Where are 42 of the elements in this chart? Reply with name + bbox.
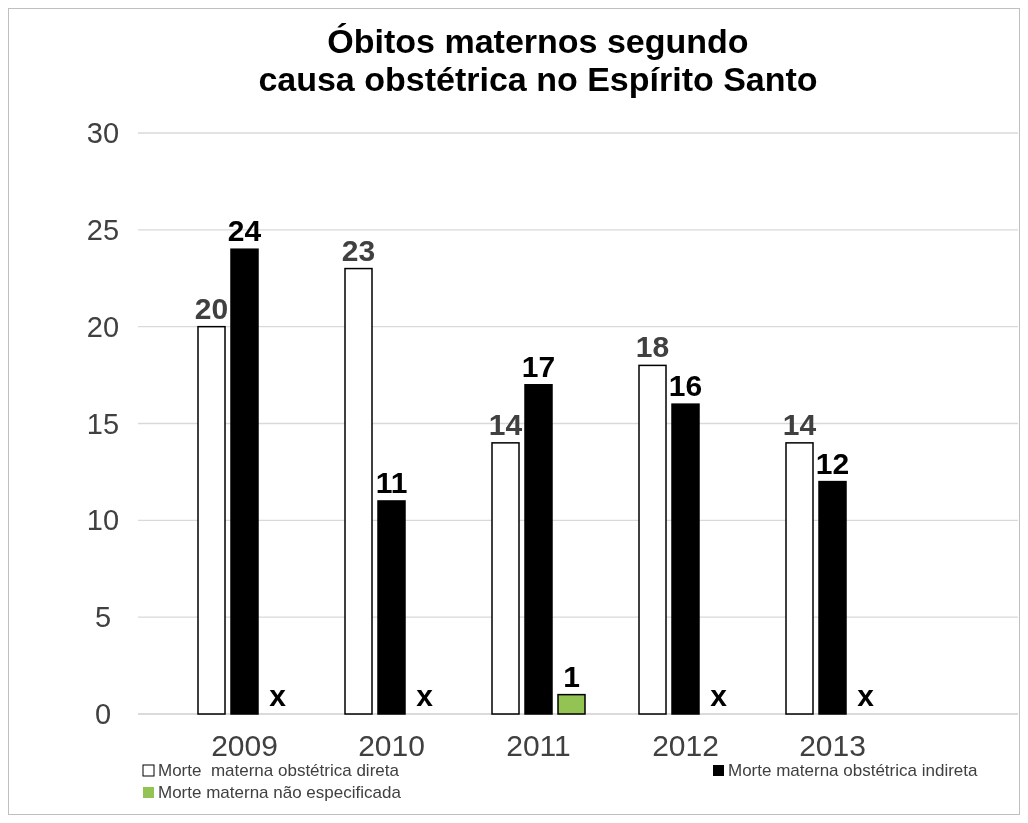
legend-label: Morte materna não especificada [158,783,402,802]
y-tick-label: 30 [86,117,120,149]
bar [557,693,586,715]
text: x [710,679,727,712]
legend-label: Morte materna obstétrica direta [158,761,400,780]
y-tick-label: 10 [86,504,120,537]
chart-title: Óbitos maternos segundo causa obstétrica no Espírito Santo [258,22,818,98]
data-label: 12 [815,446,850,480]
data-label: 18 [635,330,670,364]
y-tick-label: 15 [86,407,120,440]
bar [671,403,700,715]
y-tick-label: 20 [86,310,120,343]
bar [377,500,406,715]
y-tick-label: 5 [94,601,112,634]
x-tick-label: 2009 [211,729,278,762]
data-label: 20 [194,291,229,325]
x-tick-label: 2013 [799,729,866,762]
data-label: 24 [227,214,262,248]
text: x [857,679,874,712]
data-label: 17 [521,349,556,383]
data-label: 16 [668,369,703,403]
y-tick-label: 25 [86,213,120,246]
bar [785,442,814,715]
text: x [416,679,433,712]
x-tick-label: 2012 [652,729,719,762]
bar [491,442,520,715]
bar [344,267,373,715]
bar [230,248,259,715]
data-label: 11 [375,465,408,499]
bar [524,384,553,715]
y-tick-label: 0 [94,698,112,730]
bar [638,364,667,715]
data-label: 14 [488,407,523,441]
x-tick-label: 2010 [358,729,425,762]
data-label: 23 [341,233,376,267]
data-label: 14 [782,407,817,441]
text: x [269,679,286,712]
legend-label: Morte materna obstétrica indireta [728,761,978,780]
bar [818,480,847,715]
x-tick-label: 2011 [506,729,571,762]
bar [197,325,226,715]
data-label: 1 [563,659,580,693]
